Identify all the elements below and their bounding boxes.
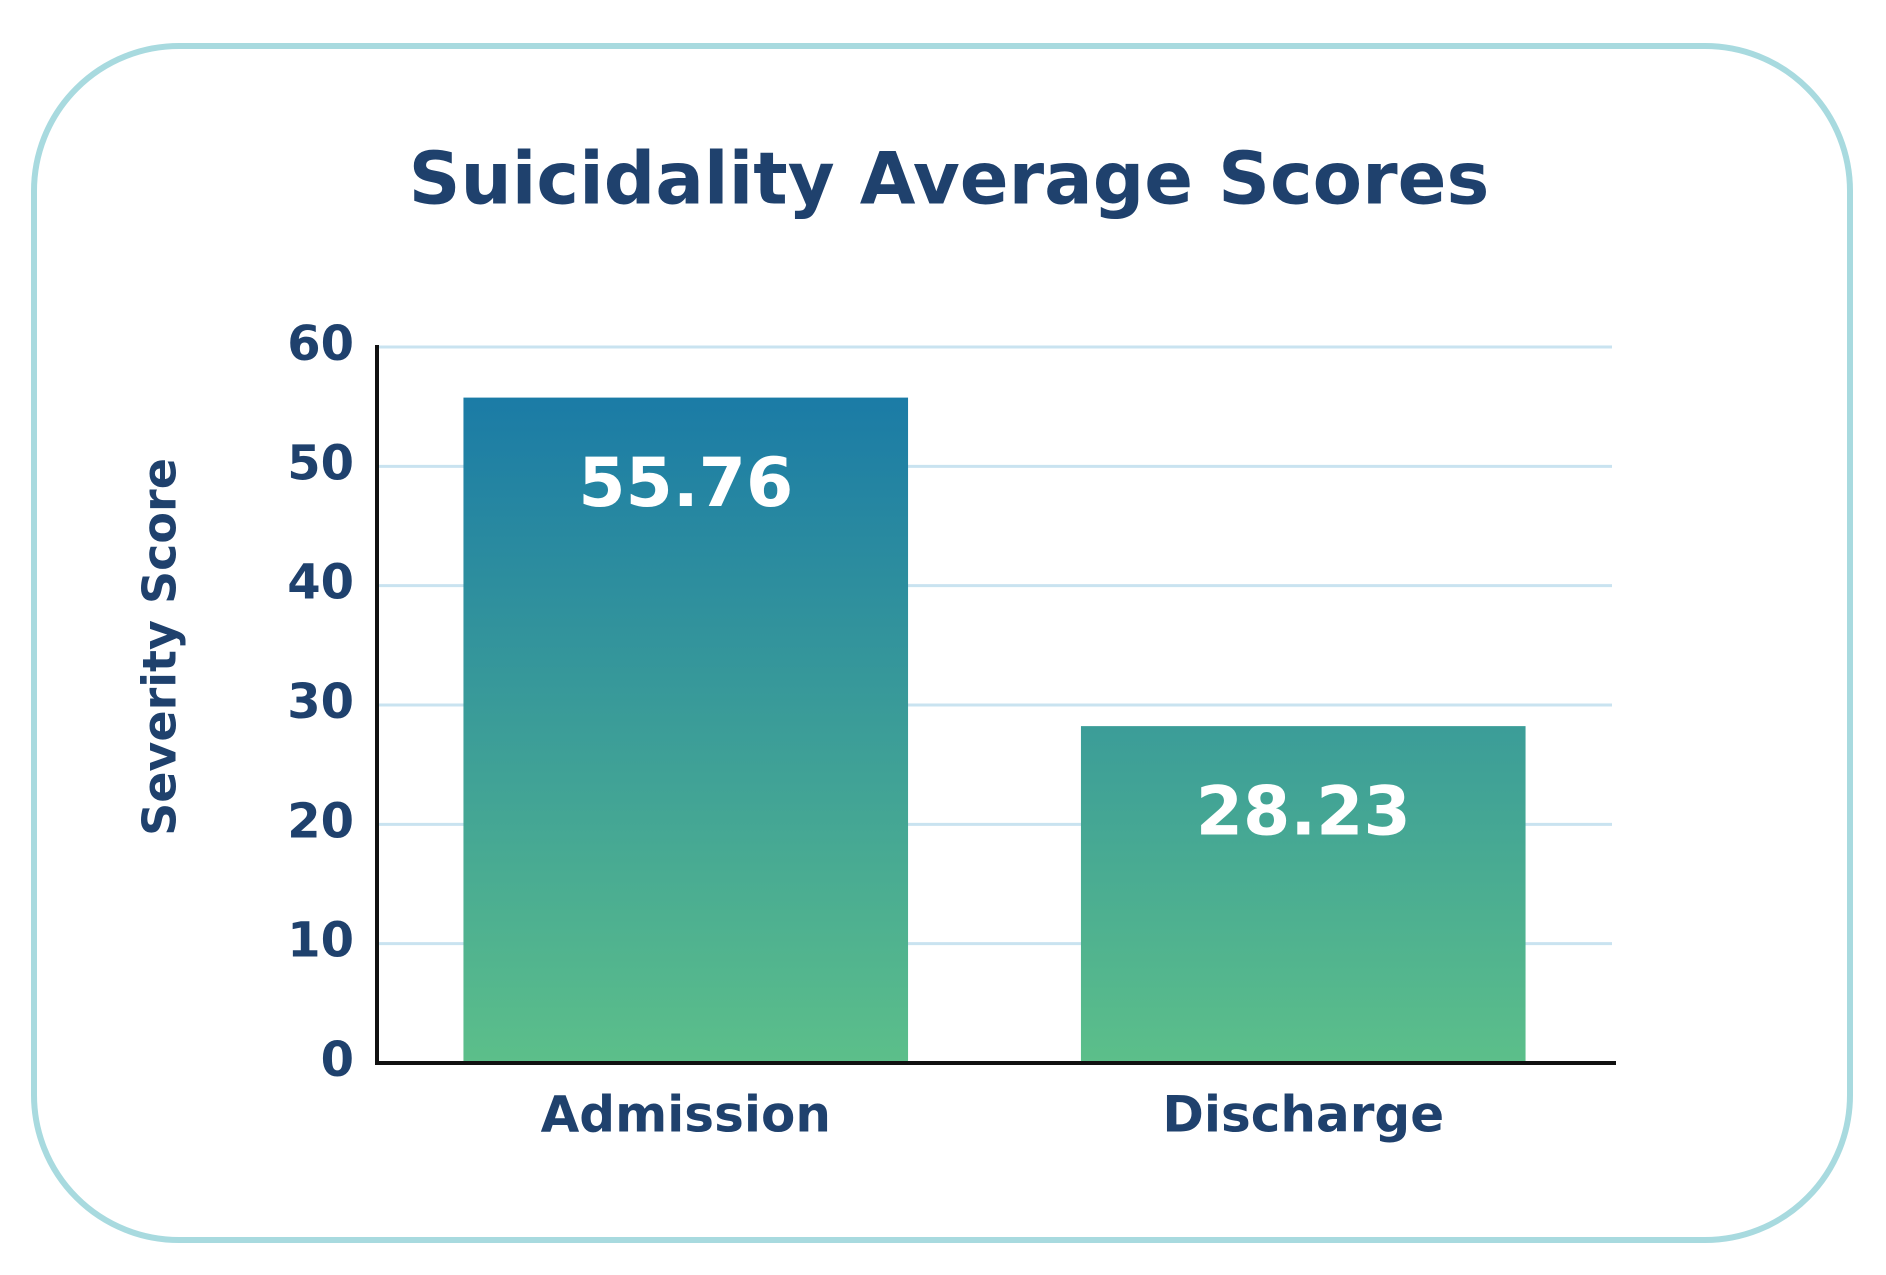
chart-title: Suicidality Average Scores: [409, 137, 1490, 221]
y-tick-label: 50: [287, 435, 354, 491]
value-label: 55.76: [578, 444, 793, 523]
value-label: 28.23: [1196, 773, 1411, 852]
y-tick-label: 40: [287, 555, 354, 611]
bar: [463, 397, 909, 1064]
bar: [1080, 726, 1526, 1063]
y-tick-label: 20: [287, 793, 354, 849]
y-tick-label: 0: [321, 1032, 354, 1088]
y-tick-label: 10: [287, 913, 354, 969]
y-axis-label: Severity Score: [133, 458, 187, 836]
x-tick-label: Discharge: [1162, 1086, 1444, 1144]
y-tick-label: 30: [287, 674, 354, 730]
y-tick-label: 60: [287, 316, 354, 372]
x-tick-label: Admission: [541, 1086, 831, 1144]
card-border: [31, 43, 1853, 1243]
